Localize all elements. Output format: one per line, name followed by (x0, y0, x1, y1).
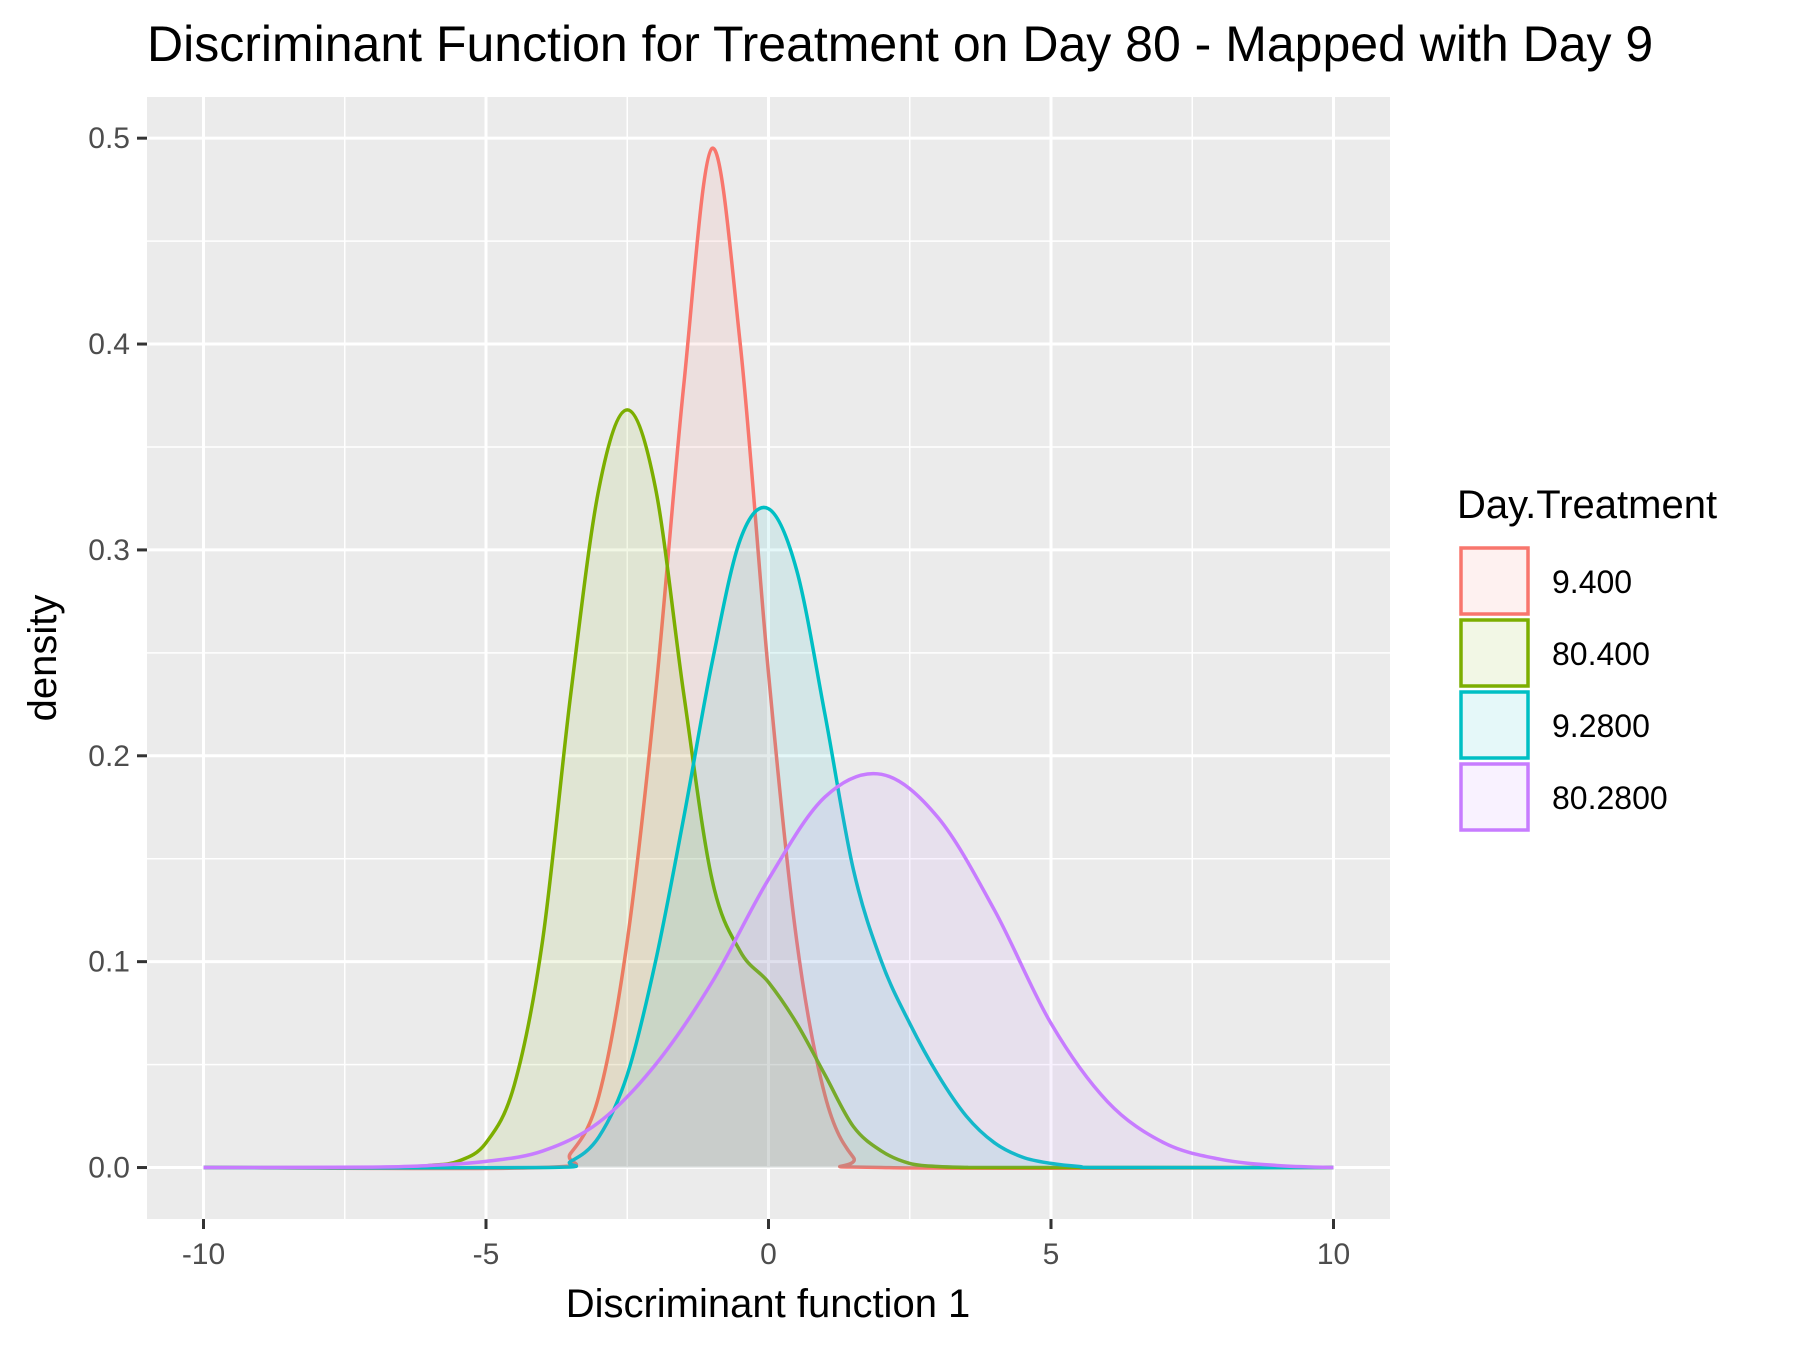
legend-key-swatch (1459, 618, 1530, 688)
y-tick-label: 0.4 (88, 328, 130, 361)
major-gridlines (147, 97, 1390, 1219)
series-area-2 (203, 507, 1334, 1168)
series-line-3 (203, 771, 1334, 1170)
x-tick-label: 10 (1317, 1238, 1350, 1271)
y-tick-label: 0.0 (88, 1152, 130, 1185)
x-tick-label: -10 (182, 1238, 225, 1271)
series-line-2 (203, 505, 1334, 1170)
legend-key-background (1461, 620, 1528, 686)
x-tick-label: 0 (760, 1238, 777, 1271)
x-tick-label: -5 (473, 1238, 500, 1271)
x-axis-title: Discriminant function 1 (566, 1282, 971, 1326)
legend-label: 80.2800 (1552, 780, 1668, 816)
series-area-1 (203, 409, 1334, 1168)
legend-key-background (1461, 548, 1528, 614)
chart-title: Discriminant Function for Treatment on D… (147, 16, 1653, 72)
legend-key-swatch (1459, 690, 1530, 760)
legend-key-swatch (1459, 546, 1530, 616)
legend-key-background (1461, 692, 1528, 758)
legend-label: 9.400 (1552, 564, 1632, 600)
x-tick-label: 5 (1043, 1238, 1060, 1271)
y-tick-label: 0.2 (88, 740, 130, 773)
y-tick-label: 0.3 (88, 534, 130, 567)
legend-label: 80.400 (1552, 636, 1650, 672)
legend-key-background (1461, 764, 1528, 830)
density-series (203, 146, 1334, 1171)
y-tick-label: 0.5 (88, 122, 130, 155)
legend-title: Day.Treatment (1457, 483, 1717, 527)
legend-key-swatch (1459, 762, 1530, 832)
series-area-0 (203, 148, 1334, 1169)
series-area-3 (203, 773, 1334, 1168)
legend-label: 9.2800 (1552, 708, 1650, 744)
y-axis: 0.0 0.1 0.2 0.3 0.4 0.5 (88, 122, 147, 1185)
legend: Day.Treatment 9.400 80.400 9.2800 80.2800 (1457, 483, 1717, 832)
series-line-1 (203, 408, 1334, 1170)
y-tick-label: 0.1 (88, 946, 130, 979)
x-axis: -10 -5 0 5 10 (182, 1219, 1350, 1271)
y-axis-title: density (21, 595, 65, 722)
